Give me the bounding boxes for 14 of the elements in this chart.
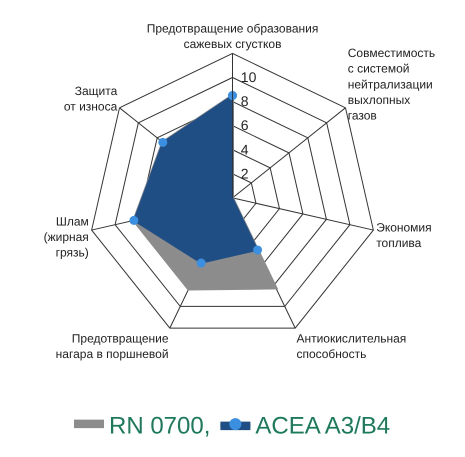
y-tick-label: 6 — [240, 117, 249, 134]
legend-label: RN 0700, — [109, 412, 210, 440]
y-tick-label: 4 — [240, 141, 249, 158]
spoke-label: Предотвращение нагара в поршневой — [56, 332, 169, 362]
spoke-label: Антиокислительная способность — [296, 332, 406, 362]
spoke-label: Защита от износа — [64, 84, 118, 114]
y-tick-label: 8 — [240, 93, 249, 110]
y-tick-label: 2 — [240, 165, 249, 182]
y-tick-label: 10 — [240, 69, 257, 86]
spoke-label: Предотвращение образования сажевых сгустков — [146, 22, 318, 52]
spoke-label: Совместимость с системой нейтрализации выхлопных газов — [348, 46, 436, 123]
spoke-label: Шлам (жирная грязь) — [44, 214, 89, 260]
spoke-label: Экономия топлива — [376, 220, 432, 250]
legend-label: ACEA A3/B4 — [255, 412, 390, 440]
